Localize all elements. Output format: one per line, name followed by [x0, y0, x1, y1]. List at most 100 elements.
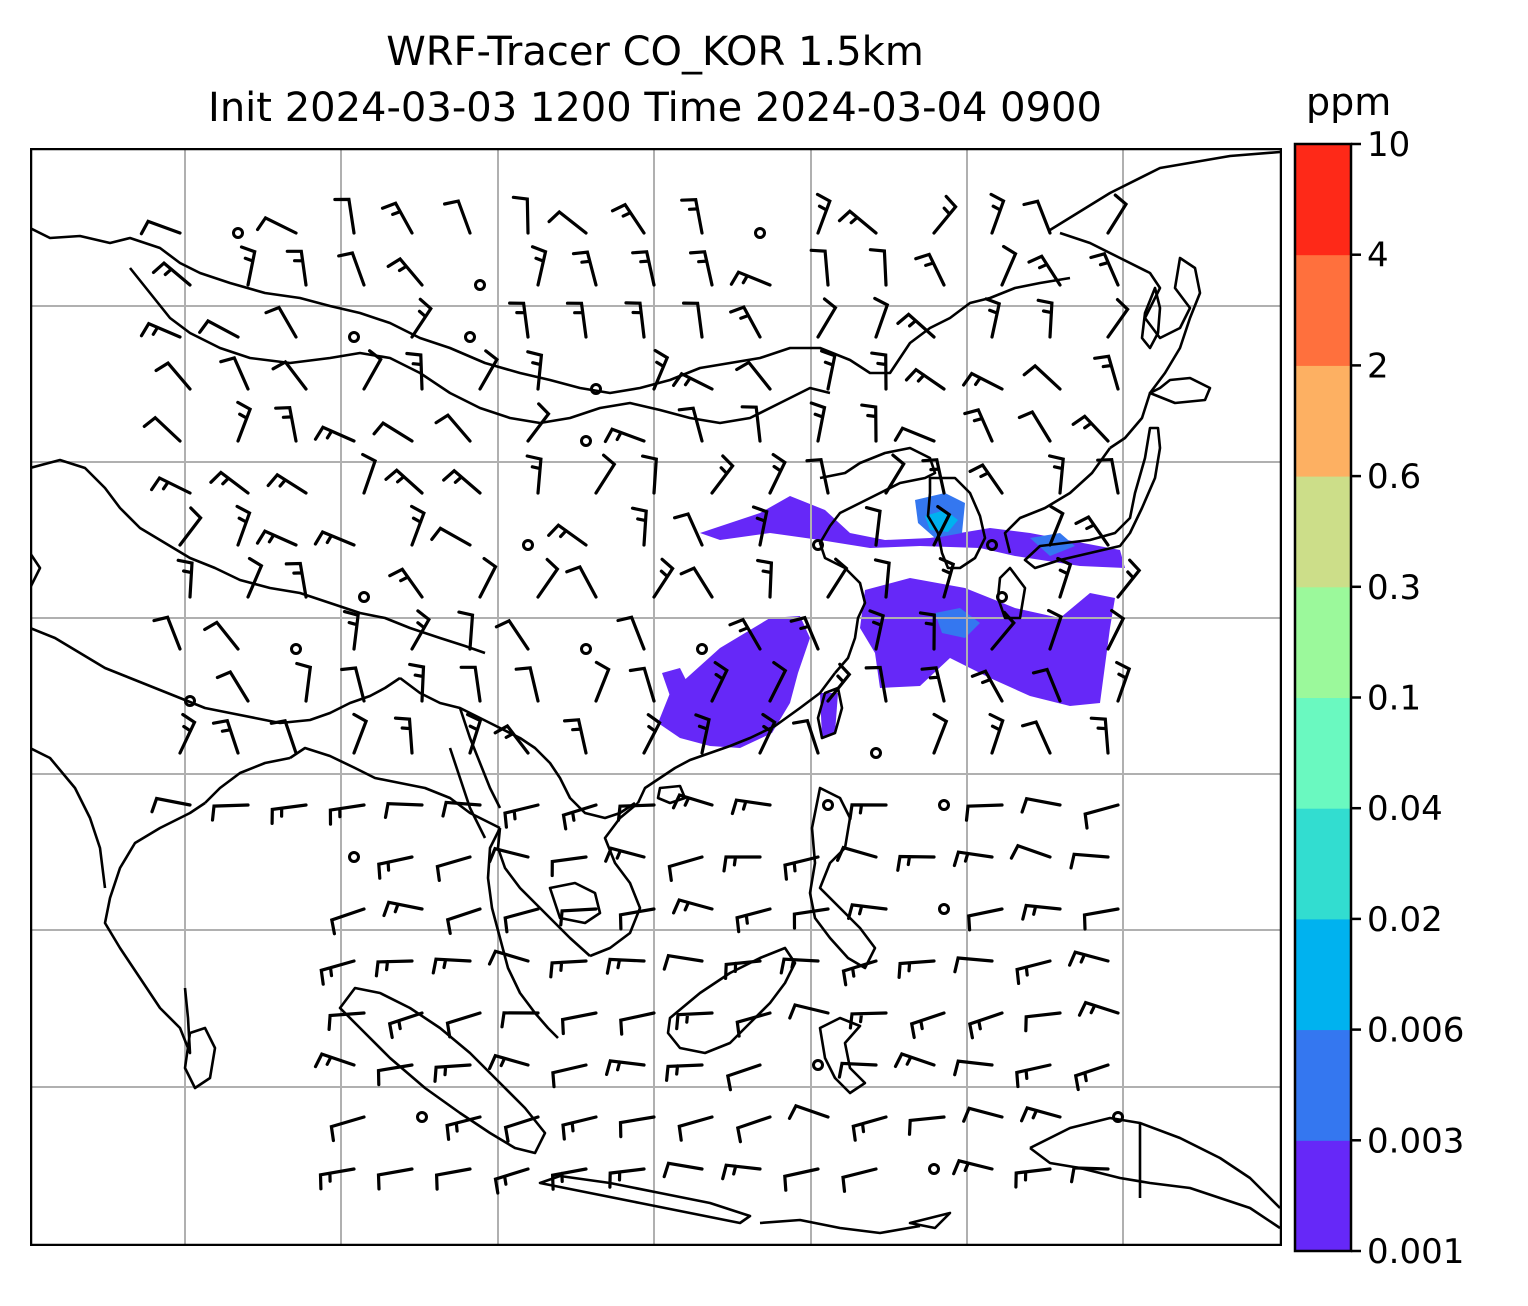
wind-barb	[561, 1115, 598, 1141]
wind-barb	[211, 718, 240, 755]
wind-barb	[787, 1103, 830, 1120]
wind-barb	[563, 718, 588, 755]
wind-barb	[837, 209, 878, 235]
colorbar-band	[1295, 808, 1351, 920]
wind-barb	[1020, 1105, 1062, 1123]
wind-barb	[503, 907, 540, 934]
wind-barb	[139, 219, 182, 236]
wind-barb	[841, 959, 878, 987]
border-himalaya	[30, 626, 401, 725]
wind-barb	[236, 400, 253, 443]
wind-barb	[618, 1115, 656, 1139]
wind-barb	[270, 803, 308, 825]
wind-barb	[1022, 199, 1052, 235]
wind-barb	[675, 1011, 714, 1031]
wind-barb	[434, 413, 472, 443]
wind-barb	[383, 802, 424, 819]
wind-barb	[665, 1063, 704, 1082]
wind-barb	[860, 403, 878, 443]
wind-barb	[151, 260, 192, 287]
wind-barb	[783, 855, 820, 881]
wind-barb	[1015, 959, 1052, 985]
wind-barb	[352, 712, 369, 755]
colorbar-band	[1295, 918, 1351, 1031]
wind-barb	[751, 505, 769, 547]
wind-barb	[740, 405, 762, 443]
wind-barb	[789, 615, 820, 651]
wind-barb	[594, 660, 611, 703]
wind-barb	[836, 845, 878, 862]
wind-barb	[792, 907, 830, 930]
wind-barb	[488, 846, 530, 864]
wind-barb	[864, 665, 888, 703]
wind-barb	[478, 349, 499, 391]
wind-barb	[500, 1011, 540, 1029]
wind-barb	[313, 1052, 356, 1069]
wind-barb	[1048, 504, 1065, 547]
coast-vietnam	[589, 802, 642, 958]
coast-new-guinea-south	[1029, 1146, 1281, 1230]
wind-barb	[1036, 298, 1054, 339]
wind-barb	[433, 1063, 472, 1083]
wind-barb	[671, 793, 714, 810]
calm-marker	[232, 227, 244, 239]
wind-barb	[1106, 609, 1126, 651]
coast-bay-bengal	[204, 756, 291, 804]
wind-barb	[896, 312, 936, 339]
coast-arabia	[30, 552, 42, 589]
wind-barb	[662, 953, 704, 971]
wind-barb	[735, 360, 772, 391]
wind-barb	[722, 855, 762, 873]
wind-barb	[1048, 454, 1065, 495]
tracer-patch-taiwan	[820, 693, 838, 738]
wind-barb	[269, 718, 298, 755]
wind-barb	[847, 903, 888, 920]
wind-barb	[457, 610, 475, 651]
wind-barb	[662, 1161, 704, 1179]
wind-barb	[677, 406, 704, 443]
coast-okhotsk	[1003, 447, 1112, 554]
calm-marker	[938, 903, 950, 915]
wind-barb	[873, 558, 891, 599]
wind-barb	[788, 1003, 830, 1020]
wind-barb	[550, 1167, 588, 1191]
wind-barb	[256, 215, 298, 235]
wind-barb	[493, 723, 530, 755]
wind-barb	[551, 1063, 588, 1089]
wind-barb	[605, 1059, 646, 1076]
colorbar-band	[1295, 476, 1351, 588]
wind-barb	[963, 407, 994, 443]
colorbar-tick-label: 0.04	[1367, 789, 1443, 829]
wind-barb	[1047, 608, 1063, 651]
wind-barb	[616, 803, 656, 822]
coast-china-south	[636, 672, 837, 804]
wind-barb	[605, 957, 646, 975]
wind-barb	[376, 1167, 414, 1191]
wind-barb	[178, 506, 203, 547]
wind-barb	[382, 900, 424, 918]
calm-marker	[464, 331, 476, 343]
wind-barb	[547, 523, 588, 547]
wind-barb	[434, 1167, 472, 1191]
calm-marker	[822, 799, 834, 811]
coast-new-guinea	[1029, 1116, 1281, 1209]
wind-barb	[511, 195, 530, 235]
colorbar-band	[1295, 1029, 1351, 1141]
wind-barb	[667, 855, 704, 882]
calm-marker	[522, 539, 534, 551]
wind-barb	[1071, 414, 1110, 443]
wind-barb	[333, 197, 356, 235]
wind-barb	[652, 557, 675, 599]
wind-barb	[530, 245, 548, 287]
wind-barb	[560, 1011, 598, 1036]
wind-barb	[264, 305, 298, 339]
colorbar-band	[1295, 1140, 1351, 1252]
wind-barb	[380, 201, 414, 235]
wind-barb	[837, 1061, 878, 1079]
wind-barb	[198, 318, 240, 339]
wind-barb	[921, 458, 946, 495]
colorbar-band	[1295, 365, 1351, 477]
calm-marker	[938, 799, 950, 811]
colorbar-tick-label: 0.3	[1367, 568, 1421, 608]
wind-barb	[154, 361, 192, 391]
